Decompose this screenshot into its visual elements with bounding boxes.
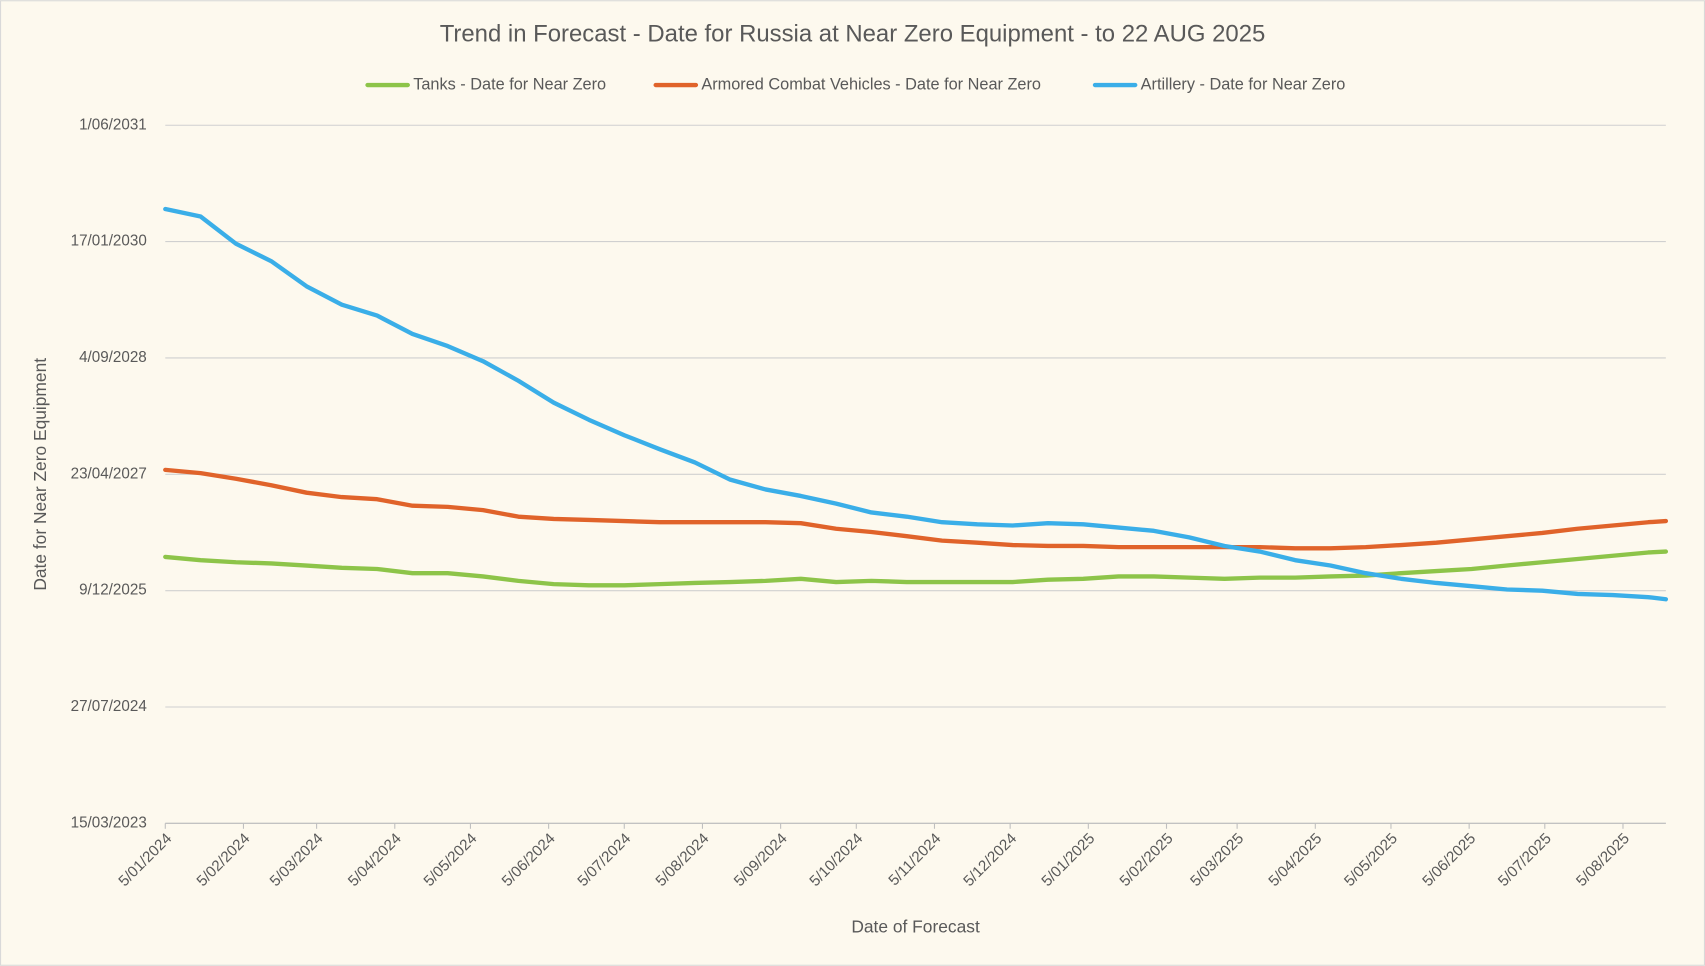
legend-label: Armored Combat Vehicles - Date for Near …: [701, 75, 1041, 93]
legend-label: Artillery - Date for Near Zero: [1141, 75, 1346, 93]
series-line: [163, 467, 1669, 551]
y-tick-label: 9/12/2025: [79, 582, 147, 599]
legend-label: Tanks - Date for Near Zero: [413, 75, 606, 93]
legend-item: Artillery - Date for Near Zero: [1092, 75, 1346, 93]
series-line: [163, 206, 1669, 602]
legend-item: Armored Combat Vehicles - Date for Near …: [653, 75, 1041, 93]
y-tick-label: 4/09/2028: [79, 349, 147, 366]
y-tick-label: 17/01/2030: [71, 233, 147, 250]
y-tick-label: 27/07/2024: [71, 698, 148, 715]
series-line: [163, 549, 1669, 588]
y-tick-label: 15/03/2023: [71, 814, 147, 831]
chart-title: Trend in Forecast - Date for Russia at N…: [440, 20, 1266, 47]
x-axis-label: Date of Forecast: [851, 916, 980, 936]
y-tick-label: 23/04/2027: [71, 465, 147, 482]
y-tick-label: 1/06/2031: [79, 116, 147, 133]
y-axis-label: Date for Near Zero Equipment: [30, 358, 50, 591]
legend-item: Tanks - Date for Near Zero: [365, 75, 606, 93]
